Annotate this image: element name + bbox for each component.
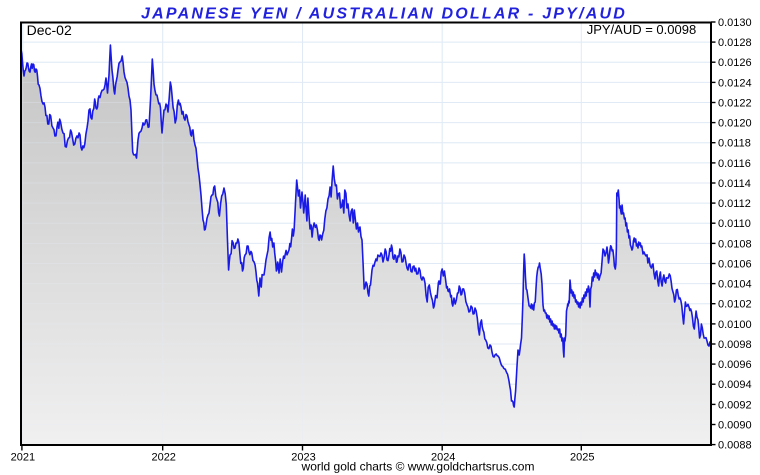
svg-text:0.0100: 0.0100 <box>718 319 752 331</box>
svg-text:2023: 2023 <box>291 452 315 464</box>
svg-text:0.0088: 0.0088 <box>718 440 752 452</box>
svg-text:0.0122: 0.0122 <box>718 98 752 110</box>
svg-text:0.0120: 0.0120 <box>718 118 752 130</box>
svg-text:0.0124: 0.0124 <box>718 77 752 89</box>
svg-text:0.0092: 0.0092 <box>718 399 752 411</box>
svg-text:Dec-02: Dec-02 <box>27 22 72 38</box>
svg-text:0.0128: 0.0128 <box>718 37 752 49</box>
svg-text:2024: 2024 <box>431 452 455 464</box>
svg-text:0.0108: 0.0108 <box>718 238 752 250</box>
svg-text:0.0098: 0.0098 <box>718 339 752 351</box>
svg-text:0.0114: 0.0114 <box>718 178 751 190</box>
svg-text:0.0094: 0.0094 <box>718 379 752 391</box>
svg-text:0.0106: 0.0106 <box>718 259 752 271</box>
svg-text:2025: 2025 <box>570 452 594 464</box>
svg-text:0.0090: 0.0090 <box>718 420 752 432</box>
svg-text:JPY/AUD = 0.0098: JPY/AUD = 0.0098 <box>587 22 696 37</box>
svg-text:0.0102: 0.0102 <box>718 299 752 311</box>
svg-text:JAPANESE YEN / AUSTRALIAN DOLL: JAPANESE YEN / AUSTRALIAN DOLLAR - JPY/A… <box>141 5 627 22</box>
svg-text:2021: 2021 <box>11 452 35 464</box>
svg-text:0.0116: 0.0116 <box>718 158 751 170</box>
svg-text:0.0112: 0.0112 <box>718 198 751 210</box>
svg-text:0.0118: 0.0118 <box>718 138 751 150</box>
svg-text:0.0110: 0.0110 <box>718 218 751 230</box>
svg-text:world gold charts © www.goldch: world gold charts © www.goldchartsrus.co… <box>301 460 535 474</box>
svg-text:0.0130: 0.0130 <box>718 17 752 29</box>
svg-text:0.0096: 0.0096 <box>718 359 752 371</box>
svg-text:2022: 2022 <box>151 452 175 464</box>
svg-text:0.0126: 0.0126 <box>718 57 752 69</box>
svg-text:0.0104: 0.0104 <box>718 279 752 291</box>
